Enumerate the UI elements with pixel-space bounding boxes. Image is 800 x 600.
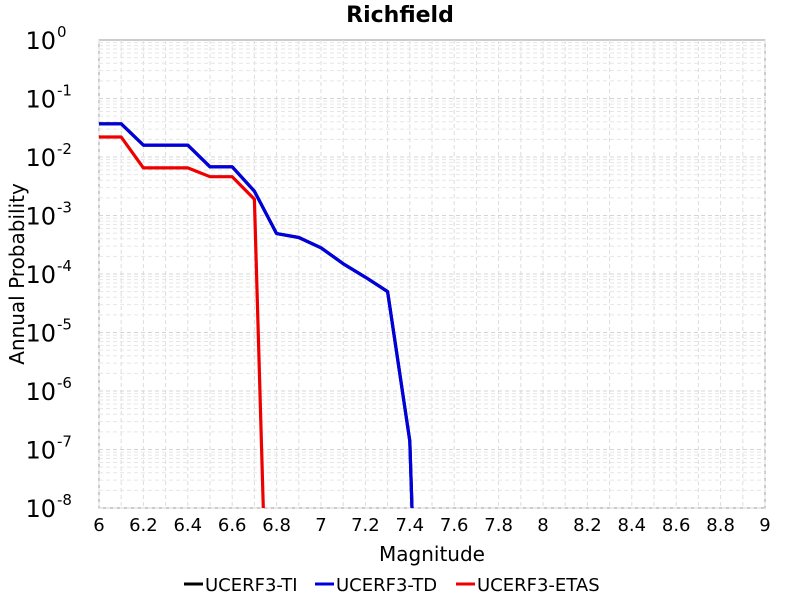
- y-tick-label: 10 0: [25, 23, 66, 55]
- y-tick-exponent: -7: [57, 433, 72, 451]
- y-tick-base: 10: [25, 27, 56, 55]
- y-tick-base: 10: [25, 378, 56, 406]
- x-tick-label: 6.6: [218, 515, 247, 536]
- y-tick-label: 10 -8: [25, 491, 72, 523]
- legend-label: UCERF3-TD: [336, 575, 437, 596]
- x-tick-label: 9: [759, 515, 770, 536]
- x-tick-label: 7.8: [484, 515, 513, 536]
- x-tick-label: 8.2: [573, 515, 602, 536]
- y-tick-exponent: -5: [57, 316, 72, 334]
- y-tick-label: 10 -6: [25, 374, 72, 406]
- y-tick-label: 10 -1: [25, 82, 72, 114]
- y-tick-label: 10 -3: [25, 199, 72, 231]
- y-tick-base: 10: [25, 495, 56, 523]
- y-tick-label: 10 -5: [25, 316, 72, 348]
- series-line-ucerf3-td: [99, 122, 414, 509]
- x-tick-label: 6.2: [129, 515, 158, 536]
- y-tick-exponent: -4: [57, 257, 72, 275]
- legend-label: UCERF3-ETAS: [477, 575, 600, 596]
- y-tick-base: 10: [25, 203, 56, 231]
- x-tick-label: 7.4: [395, 515, 424, 536]
- y-tick-exponent: -8: [57, 491, 72, 509]
- y-tick-label: 10 -4: [25, 257, 72, 289]
- y-tick-exponent: -2: [57, 140, 72, 158]
- x-tick-label: 8: [537, 515, 548, 536]
- x-tick-label: 8.8: [706, 515, 735, 536]
- y-tick-base: 10: [25, 86, 56, 114]
- legend-label: UCERF3-TI: [205, 575, 298, 596]
- y-tick-base: 10: [25, 320, 56, 348]
- y-tick-label: 10 -2: [25, 140, 72, 172]
- grid: [98, 40, 766, 509]
- y-axis-label: Annual Probability: [5, 183, 29, 365]
- y-tick-base: 10: [25, 261, 56, 289]
- x-axis-ticks: 6 6.2 6.4 6.6 6.8 7 7.2 7.4 7.6 7.8 8 8.2 8.4 8.6 8.8 9: [93, 515, 770, 536]
- y-tick-base: 10: [25, 144, 56, 172]
- x-tick-label: 8.6: [662, 515, 691, 536]
- legend: UCERF3-TI UCERF3-TD UCERF3-ETAS: [184, 575, 600, 596]
- y-tick-exponent: -6: [57, 374, 72, 392]
- x-axis-label: Magnitude: [379, 542, 485, 566]
- y-tick-base: 10: [25, 437, 56, 465]
- x-tick-label: 7.6: [440, 515, 469, 536]
- x-tick-label: 6.8: [262, 515, 291, 536]
- y-tick-exponent: -1: [57, 82, 72, 100]
- chart-title: Richfield: [346, 3, 454, 28]
- y-tick-exponent: -3: [57, 199, 72, 217]
- x-tick-label: 8.4: [617, 515, 646, 536]
- series-layer: [99, 122, 414, 509]
- series-line-ucerf3-etas: [99, 135, 265, 509]
- y-tick-exponent: 0: [57, 23, 67, 41]
- x-tick-label: 7.2: [351, 515, 380, 536]
- x-tick-label: 7: [315, 515, 326, 536]
- y-tick-label: 10 -7: [25, 433, 72, 465]
- x-tick-label: 6.4: [173, 515, 202, 536]
- x-tick-label: 6: [93, 515, 104, 536]
